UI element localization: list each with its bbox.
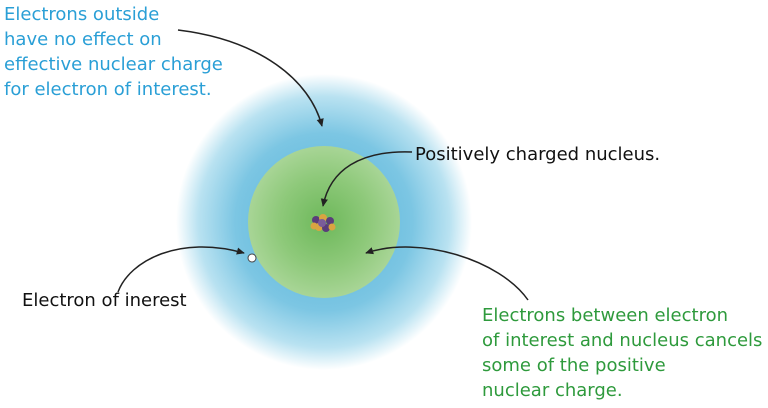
outer-electrons-label-line: for electron of interest. [4,79,212,100]
electron-of-interest-arrow [117,246,245,293]
nucleus-arrow [320,151,413,207]
outer-electrons-label: Electrons outside have no effect on effe… [4,2,223,102]
outer-electrons-label-line: effective nuclear charge [4,54,223,75]
nucleus [310,214,336,232]
electron-of-interest-label: Electron of inerest [22,290,187,311]
outer-electrons-arrow [177,29,324,127]
nucleus-label: Positively charged nucleus. [415,144,661,165]
inner-electrons-arrow [365,246,529,301]
inner-electrons-label-line: of interest and nucleus cancels [482,330,763,351]
inner-electrons-label-line: Electrons between electron [482,305,729,326]
outer-electrons-label-line: have no effect on [4,29,162,50]
inner-electrons-label-line: nuclear charge. [482,380,623,401]
inner-electrons-label-line: some of the positive [482,355,666,376]
electron-of-interest [247,253,257,263]
inner-electrons-label: Electrons between electron of interest a… [482,303,762,403]
outer-electrons-label-line: Electrons outside [4,4,160,25]
